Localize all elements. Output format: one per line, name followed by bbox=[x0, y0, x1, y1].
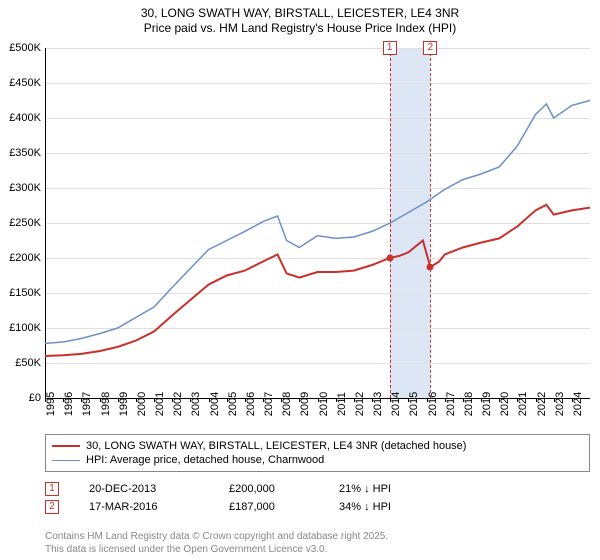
legend-label: HPI: Average price, detached house, Char… bbox=[86, 454, 324, 466]
y-axis-tick-label: £200K bbox=[9, 252, 41, 264]
series-hpi bbox=[45, 101, 590, 344]
legend-swatch bbox=[52, 460, 80, 461]
y-axis-tick-label: £450K bbox=[9, 77, 41, 89]
series-price_paid bbox=[45, 205, 590, 356]
footnote-line-2: This data is licensed under the Open Gov… bbox=[45, 544, 590, 557]
sale-index-badge: 1 bbox=[45, 482, 59, 496]
x-axis bbox=[45, 398, 590, 399]
y-axis-tick-label: £150K bbox=[9, 287, 41, 299]
sale-index-badge: 2 bbox=[45, 500, 59, 514]
y-axis-tick-label: £350K bbox=[9, 147, 41, 159]
y-axis-tick-label: £0 bbox=[29, 392, 41, 404]
y-axis-tick-label: £100K bbox=[9, 322, 41, 334]
y-axis-tick-label: £400K bbox=[9, 112, 41, 124]
chart-title: 30, LONG SWATH WAY, BIRSTALL, LEICESTER,… bbox=[0, 0, 600, 38]
sale-row: 2 17-MAR-2016 £187,000 34% ↓ HPI bbox=[45, 498, 590, 516]
copyright-footnote: Contains HM Land Registry data © Crown c… bbox=[45, 531, 590, 556]
y-axis-tick-label: £300K bbox=[9, 182, 41, 194]
y-axis-tick-label: £250K bbox=[9, 217, 41, 229]
legend-item: HPI: Average price, detached house, Char… bbox=[52, 453, 583, 467]
sale-date: 20-DEC-2013 bbox=[89, 483, 199, 495]
sale-price: £187,000 bbox=[229, 501, 309, 513]
legend-swatch bbox=[52, 445, 80, 447]
sale-price: £200,000 bbox=[229, 483, 309, 495]
y-axis-tick-label: £500K bbox=[9, 42, 41, 54]
sales-table: 1 20-DEC-2013 £200,000 21% ↓ HPI 2 17-MAR-201… bbox=[45, 480, 590, 516]
chart-legend: 30, LONG SWATH WAY, BIRSTALL, LEICESTER,… bbox=[45, 434, 590, 472]
y-axis-tick-label: £50K bbox=[15, 357, 41, 369]
sale-date: 17-MAR-2016 bbox=[89, 501, 199, 513]
chart-series bbox=[45, 48, 590, 398]
title-line-2: Price paid vs. HM Land Registry's House … bbox=[10, 21, 590, 36]
sale-row: 1 20-DEC-2013 £200,000 21% ↓ HPI bbox=[45, 480, 590, 498]
sale-delta-vs-hpi: 21% ↓ HPI bbox=[339, 483, 391, 495]
legend-label: 30, LONG SWATH WAY, BIRSTALL, LEICESTER,… bbox=[86, 440, 466, 452]
footnote-line-1: Contains HM Land Registry data © Crown c… bbox=[45, 531, 590, 544]
legend-item: 30, LONG SWATH WAY, BIRSTALL, LEICESTER,… bbox=[52, 439, 583, 453]
sale-delta-vs-hpi: 34% ↓ HPI bbox=[339, 501, 391, 513]
title-line-1: 30, LONG SWATH WAY, BIRSTALL, LEICESTER,… bbox=[10, 6, 590, 21]
chart-plot-area: £0£50K£100K£150K£200K£250K£300K£350K£400… bbox=[45, 48, 590, 398]
